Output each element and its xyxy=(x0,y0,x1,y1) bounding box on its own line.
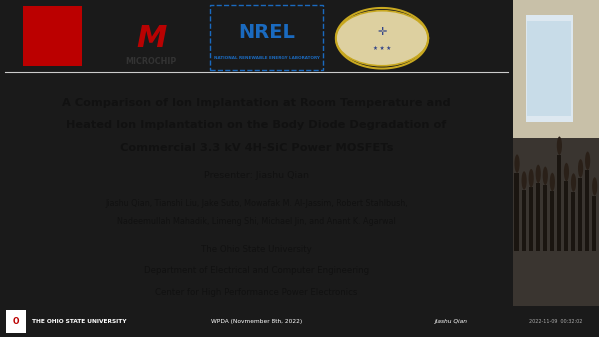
Text: Nadeemullah Mahadik, Limeng Shi, Michael Jin, and Anant K. Agarwal: Nadeemullah Mahadik, Limeng Shi, Michael… xyxy=(117,217,396,226)
Circle shape xyxy=(592,158,597,176)
Bar xyxy=(571,194,575,251)
Text: THE OHIO STATE UNIVERSITY: THE OHIO STATE UNIVERSITY xyxy=(32,319,126,324)
Bar xyxy=(513,0,599,138)
Circle shape xyxy=(571,176,576,194)
Text: ✛: ✛ xyxy=(377,27,387,37)
Bar xyxy=(515,189,519,251)
Text: · T · H · E ·: · T · H · E · xyxy=(41,31,64,35)
Bar xyxy=(550,169,554,251)
Bar xyxy=(522,180,526,251)
Text: The Ohio State University: The Ohio State University xyxy=(201,245,311,254)
Text: O: O xyxy=(13,317,19,326)
Bar xyxy=(6,310,26,333)
Text: Heated Ion Implantation on the Body Diode Degradation of: Heated Ion Implantation on the Body Diod… xyxy=(66,120,446,130)
Circle shape xyxy=(336,11,428,66)
Text: MICROCHIP: MICROCHIP xyxy=(126,57,177,66)
Text: Center for High Performance Power Electronics: Center for High Performance Power Electr… xyxy=(155,288,358,297)
Text: NREL: NREL xyxy=(238,23,295,42)
Circle shape xyxy=(536,160,541,178)
Circle shape xyxy=(515,171,520,189)
Circle shape xyxy=(578,177,583,195)
Bar xyxy=(536,178,540,251)
Text: 2022-11-09  00:32:02: 2022-11-09 00:32:02 xyxy=(529,319,583,324)
Text: Department of Electrical and Computer Engineering: Department of Electrical and Computer En… xyxy=(144,266,369,275)
Bar xyxy=(513,138,599,306)
Circle shape xyxy=(564,135,569,154)
Bar xyxy=(592,176,597,251)
Text: ★ ★ ★: ★ ★ ★ xyxy=(373,47,391,52)
Text: Jiashu Qian: Jiashu Qian xyxy=(435,319,468,324)
Text: OHIO
STATE
UNIVERSITY: OHIO STATE UNIVERSITY xyxy=(27,30,78,60)
Circle shape xyxy=(543,160,548,179)
Bar xyxy=(23,6,82,66)
Bar xyxy=(557,193,561,251)
Circle shape xyxy=(522,161,527,180)
Text: Jiashu Qian, Tianshi Liu, Jake Suto, Mowafak M. Al-Jassim, Robert Stahlbush,: Jiashu Qian, Tianshi Liu, Jake Suto, Mow… xyxy=(105,199,408,208)
Text: M: M xyxy=(136,24,167,53)
Text: WPDA (Novmember 8th, 2022): WPDA (Novmember 8th, 2022) xyxy=(211,319,302,324)
Text: NATIONAL RENEWABLE ENERGY LABORATORY: NATIONAL RENEWABLE ENERGY LABORATORY xyxy=(214,56,319,60)
Text: A Comparison of Ion Implantation at Room Temperature and: A Comparison of Ion Implantation at Room… xyxy=(62,97,450,108)
Bar xyxy=(528,184,533,251)
Bar xyxy=(543,179,547,251)
Bar xyxy=(564,154,568,251)
Text: Commercial 3.3 kV 4H-SiC Power MOSFETs: Commercial 3.3 kV 4H-SiC Power MOSFETs xyxy=(120,144,393,153)
Bar xyxy=(527,22,571,116)
Circle shape xyxy=(550,151,555,169)
Bar xyxy=(578,195,582,251)
Bar xyxy=(585,190,589,251)
Bar xyxy=(526,15,573,122)
Circle shape xyxy=(557,175,562,193)
Text: Presenter: Jiashu Qian: Presenter: Jiashu Qian xyxy=(204,172,309,180)
Circle shape xyxy=(528,166,534,184)
Circle shape xyxy=(585,172,590,190)
